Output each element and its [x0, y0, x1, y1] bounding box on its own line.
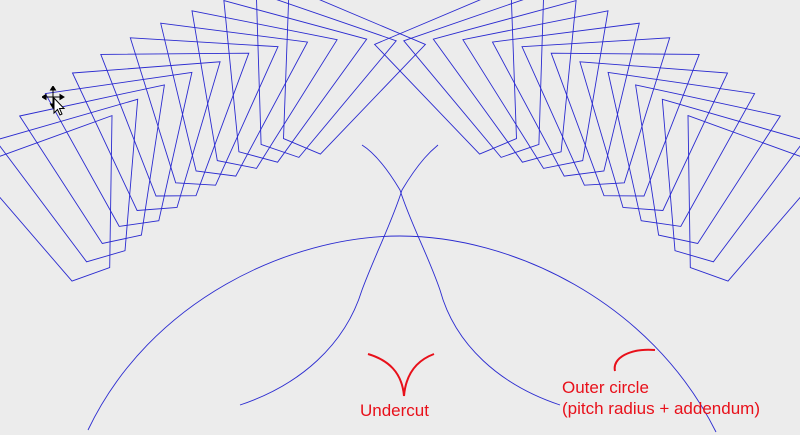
left-tooth-flank: [239, 144, 439, 406]
outer-circle: [87, 235, 717, 433]
rack-tooth-outline: [579, 61, 729, 211]
undercut-arrow-right: [403, 353, 435, 397]
rack-tooth-outline: [432, 0, 577, 163]
rack-tooth-outline: [607, 71, 756, 227]
rack-tooth-outline: [283, 0, 427, 155]
rack-tooth-outline: [129, 37, 279, 186]
rack-tooth-outline: [550, 52, 700, 197]
rack-tooth-outline: [256, 0, 397, 158]
undercut-label: Undercut: [360, 401, 429, 420]
rack-tooth-outline: [491, 22, 640, 177]
rack-tooth-outline: [687, 114, 800, 282]
outer-circle-label: Outer circle (pitch radius + addendum): [562, 377, 760, 419]
rack-tooth-outline: [191, 10, 338, 169]
undercut-arrow: [367, 353, 435, 397]
move-cursor-icon: [42, 86, 66, 116]
undercut-arrow-left: [367, 353, 405, 397]
rack-tooth-outline: [18, 84, 165, 245]
rack-tooth-outline: [100, 52, 250, 197]
rack-tooth-outline: [462, 10, 609, 169]
rack-tooth-outline: [0, 114, 113, 282]
rack-tooth-outline: [160, 22, 309, 177]
rack-tooth-outline: [71, 61, 221, 211]
rack-tooth-outline: [0, 98, 139, 263]
outer-circle-label-line1: Outer circle: [562, 378, 649, 397]
rack-tooth-outline: [403, 0, 544, 158]
rack-tooth-outline: [373, 0, 517, 155]
rack-tooth-outline: [223, 0, 368, 163]
outer-circle-arrow: [613, 348, 656, 372]
outer-circle-arrow-line: [613, 348, 656, 372]
rack-tooth-outline: [44, 71, 193, 227]
rack-tooth-outline: [661, 98, 800, 263]
rack-tooth-outline: [521, 37, 671, 186]
outer-circle-arc: [87, 235, 717, 433]
outer-circle-label-line2: (pitch radius + addendum): [562, 399, 760, 418]
right-tooth-flank: [361, 144, 561, 406]
tooth-flanks: [239, 144, 561, 406]
rack-tool-positions: [0, 0, 800, 282]
rack-tooth-outline: [635, 84, 782, 245]
